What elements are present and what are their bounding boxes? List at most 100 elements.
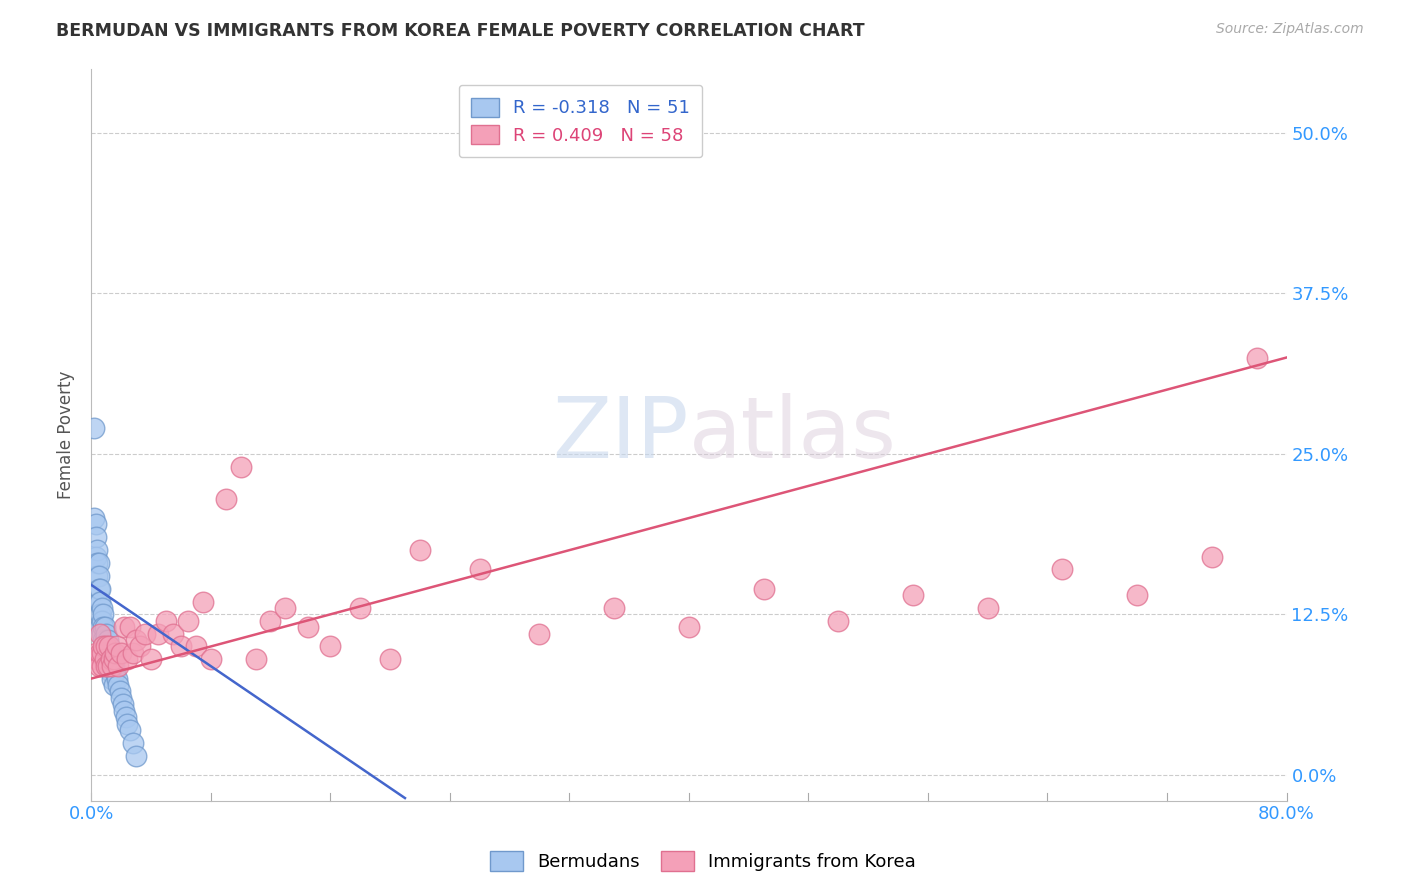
Point xyxy=(91,607,114,622)
Point xyxy=(101,658,124,673)
Point xyxy=(529,626,551,640)
Point xyxy=(297,620,319,634)
Point xyxy=(90,614,112,628)
Point xyxy=(93,633,115,648)
Point xyxy=(91,646,114,660)
Point xyxy=(827,614,849,628)
Point xyxy=(200,652,222,666)
Point xyxy=(108,684,131,698)
Point xyxy=(114,710,136,724)
Point xyxy=(87,556,110,570)
Point xyxy=(115,652,138,666)
Point xyxy=(193,594,215,608)
Point xyxy=(97,658,120,673)
Point xyxy=(162,626,184,640)
Point xyxy=(98,640,121,654)
Legend: Bermudans, Immigrants from Korea: Bermudans, Immigrants from Korea xyxy=(482,844,924,879)
Point xyxy=(603,601,626,615)
Point xyxy=(1201,549,1223,564)
Point xyxy=(84,646,107,660)
Point xyxy=(93,652,115,666)
Point xyxy=(1126,588,1149,602)
Point xyxy=(89,594,111,608)
Point xyxy=(274,601,297,615)
Point xyxy=(134,626,156,640)
Point xyxy=(90,601,112,615)
Point xyxy=(1052,562,1074,576)
Point xyxy=(110,646,132,660)
Point xyxy=(112,704,135,718)
Y-axis label: Female Poverty: Female Poverty xyxy=(58,370,75,499)
Point xyxy=(245,652,267,666)
Point xyxy=(86,556,108,570)
Point xyxy=(87,582,110,596)
Point xyxy=(94,658,117,673)
Point xyxy=(111,698,134,712)
Point xyxy=(97,652,120,666)
Point xyxy=(94,626,117,640)
Point xyxy=(259,614,281,628)
Point xyxy=(84,517,107,532)
Point xyxy=(90,646,112,660)
Point xyxy=(83,421,105,435)
Point xyxy=(155,614,177,628)
Point xyxy=(129,640,152,654)
Point xyxy=(94,640,117,654)
Point xyxy=(177,614,200,628)
Point xyxy=(349,601,371,615)
Point xyxy=(94,658,117,673)
Point xyxy=(752,582,775,596)
Point xyxy=(94,640,117,654)
Point xyxy=(901,588,924,602)
Point xyxy=(118,620,141,634)
Point xyxy=(103,658,125,673)
Point xyxy=(103,652,125,666)
Text: ZIP: ZIP xyxy=(553,393,689,476)
Point xyxy=(319,640,342,654)
Text: atlas: atlas xyxy=(689,393,897,476)
Point xyxy=(468,562,491,576)
Point xyxy=(122,736,145,750)
Point xyxy=(100,652,122,666)
Point xyxy=(115,716,138,731)
Point xyxy=(125,748,148,763)
Point xyxy=(97,633,120,648)
Point xyxy=(678,620,700,634)
Point xyxy=(89,607,111,622)
Text: BERMUDAN VS IMMIGRANTS FROM KOREA FEMALE POVERTY CORRELATION CHART: BERMUDAN VS IMMIGRANTS FROM KOREA FEMALE… xyxy=(56,22,865,40)
Point xyxy=(86,543,108,558)
Point xyxy=(122,646,145,660)
Point xyxy=(139,652,162,666)
Point xyxy=(105,640,128,654)
Point xyxy=(104,665,127,680)
Point xyxy=(100,646,122,660)
Point xyxy=(112,620,135,634)
Point xyxy=(89,646,111,660)
Point xyxy=(83,511,105,525)
Point xyxy=(229,459,252,474)
Point xyxy=(977,601,1000,615)
Point xyxy=(89,620,111,634)
Point xyxy=(107,678,129,692)
Point xyxy=(84,549,107,564)
Point xyxy=(91,640,114,654)
Point xyxy=(409,543,432,558)
Point xyxy=(184,640,207,654)
Point xyxy=(93,620,115,634)
Point xyxy=(107,658,129,673)
Point xyxy=(104,646,127,660)
Point xyxy=(98,640,121,654)
Point xyxy=(90,626,112,640)
Point xyxy=(89,582,111,596)
Point xyxy=(91,620,114,634)
Point xyxy=(110,690,132,705)
Point xyxy=(125,633,148,648)
Point xyxy=(378,652,401,666)
Point xyxy=(87,569,110,583)
Text: Source: ZipAtlas.com: Source: ZipAtlas.com xyxy=(1216,22,1364,37)
Point xyxy=(84,530,107,544)
Point xyxy=(148,626,170,640)
Point xyxy=(93,646,115,660)
Point xyxy=(87,594,110,608)
Point xyxy=(170,640,193,654)
